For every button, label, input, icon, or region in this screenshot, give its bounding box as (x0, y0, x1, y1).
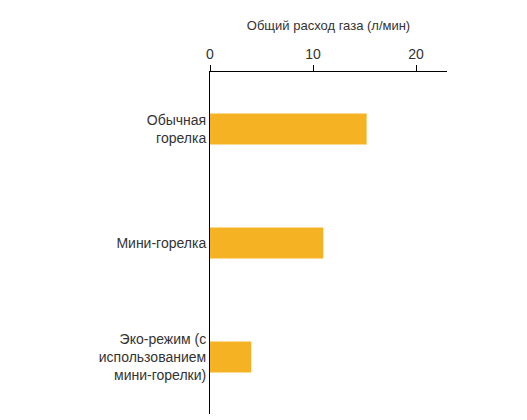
svg-text:10: 10 (305, 46, 321, 62)
svg-text:Обычнаягорелка: Обычнаягорелка (147, 112, 207, 146)
svg-text:Общий расход газа (л/мин): Общий расход газа (л/мин) (247, 18, 410, 33)
svg-text:Эко-режим (сиспользованиеммини: Эко-режим (сиспользованиеммини-горелки) (99, 331, 206, 383)
svg-text:Мини-горелка: Мини-горелка (116, 235, 206, 251)
svg-text:0: 0 (206, 46, 214, 62)
svg-text:20: 20 (408, 46, 424, 62)
